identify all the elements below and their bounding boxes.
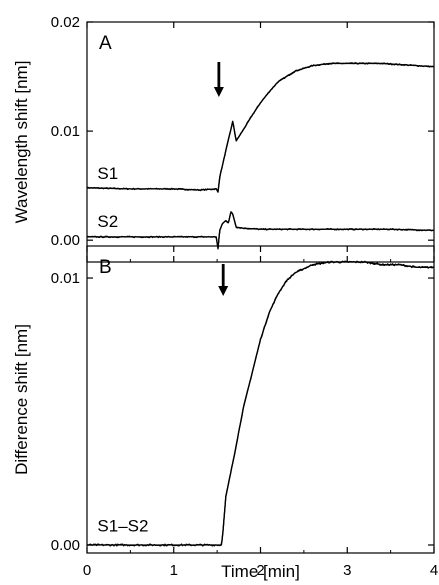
panel-a-letter: A xyxy=(99,33,112,54)
panel-a-frame xyxy=(86,21,435,263)
panel-a-ytick-label: 0.01 xyxy=(51,123,80,140)
panel-b-series-label-0: S1–S2 xyxy=(97,517,148,536)
panel-a-injection-arrow xyxy=(213,62,224,97)
panel-b-letter: B xyxy=(99,257,112,278)
panel-b-ylabel: Difference shift [nm] xyxy=(12,324,31,475)
panel-a-series-1-shape xyxy=(87,211,435,250)
panel-a-ytick-label: 0.00 xyxy=(51,232,80,249)
panel-b-frame xyxy=(86,245,435,554)
panel-b-injection-arrow xyxy=(218,264,229,296)
panel-a-series-label-1: S2 xyxy=(97,212,118,231)
panel-b-xlabel: Time [min] xyxy=(221,562,300,581)
panel-b: 0.00 0.01 Difference shift [nm] B S1–S2 0 1 2 3 4… xyxy=(12,245,438,581)
panel-b-xtick-label: 4 xyxy=(430,562,438,579)
panel-b-xtick-label: 3 xyxy=(343,562,351,579)
panel-b-xtick-label: 1 xyxy=(170,562,178,579)
panel-b-series-0-shape xyxy=(87,261,434,546)
panel-a-series-0-line xyxy=(86,62,435,192)
panel-b-xtick-label: 0 xyxy=(83,562,91,579)
panel-b-ytick-label: 0.00 xyxy=(51,537,80,554)
panel-a: 0.00 0.01 0.02 Wavelength shift [nm] A S1 S2 xyxy=(12,14,435,263)
panel-a-series-label-0: S1 xyxy=(97,164,118,183)
panel-a-ytick-label: 0.02 xyxy=(51,14,80,31)
panel-b-ytick-label: 0.01 xyxy=(51,270,80,287)
panel-b-series-0-line xyxy=(86,260,435,547)
panel-a-series-0-shape xyxy=(86,62,435,193)
panel-a-ylabel: Wavelength shift [nm] xyxy=(12,61,31,224)
panel-b-xtick-label: 2 xyxy=(256,562,264,579)
panel-a-series-1-line xyxy=(86,211,435,249)
